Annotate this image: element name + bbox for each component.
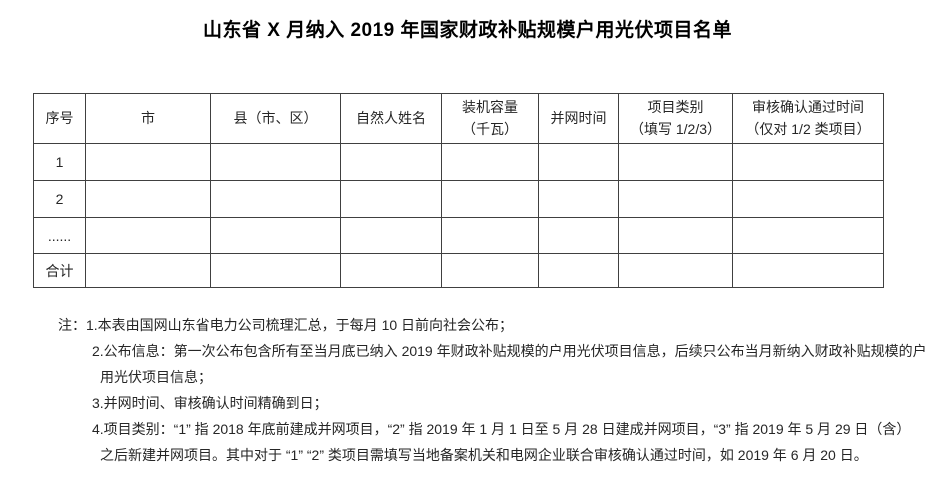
col-header-capacity: 装机容量 （千瓦）: [441, 93, 539, 144]
notes-section: 注：1.本表由国网山东省电力公司梳理汇总，于每月 10 日前向社会公布； 2.公…: [58, 312, 927, 468]
table-cell-empty: [340, 253, 442, 288]
table-cell-empty: [538, 180, 619, 218]
table-cell-empty: [618, 143, 733, 181]
table-row-total: 合计: [33, 253, 884, 288]
table-cell-empty: [85, 143, 211, 181]
col-header-county: 县（市、区）: [210, 93, 341, 144]
table-cell-empty: [441, 180, 539, 218]
pv-project-table: 序号 市 县（市、区） 自然人姓名 装机容量 （千瓦） 并网时间 项目类别 （填…: [33, 93, 884, 288]
table-cell-empty: [85, 253, 211, 288]
col-header-review-time: 审核确认通过时间 （仅对 1/2 类项目）: [732, 93, 884, 144]
col-header-category: 项目类别 （填写 1/2/3）: [618, 93, 733, 144]
table-header-row: 序号 市 县（市、区） 自然人姓名 装机容量 （千瓦） 并网时间 项目类别 （填…: [33, 93, 884, 144]
table-cell-empty: [618, 253, 733, 288]
row-label: ......: [33, 217, 86, 254]
table-cell-empty: [538, 143, 619, 181]
note-line-3: 3.并网时间、审核确认时间精确到日；: [92, 395, 328, 411]
table-cell-empty: [210, 217, 341, 254]
table-cell-empty: [538, 253, 619, 288]
table-cell-empty: [340, 143, 442, 181]
row-label: 合计: [33, 253, 86, 288]
table-cell-empty: [210, 253, 341, 288]
note-line-4-continued: 之后新建并网项目。其中对于 “1” “2” 类项目需填写当地备案机关和电网企业联…: [100, 447, 868, 463]
table-cell-empty: [618, 180, 733, 218]
table-cell-empty: [732, 180, 884, 218]
table-cell-empty: [441, 143, 539, 181]
row-label: 2: [33, 180, 86, 218]
col-header-city: 市: [85, 93, 211, 144]
table-cell-empty: [210, 143, 341, 181]
note-line-1: 注：1.本表由国网山东省电力公司梳理汇总，于每月 10 日前向社会公布；: [58, 317, 514, 333]
table-cell-empty: [441, 253, 539, 288]
table-cell-empty: [85, 217, 211, 254]
table-cell-empty: [538, 217, 619, 254]
table-cell-empty: [340, 217, 442, 254]
row-label: 1: [33, 143, 86, 181]
table-cell-empty: [85, 180, 211, 218]
table-cell-empty: [618, 217, 733, 254]
table-cell-empty: [732, 253, 884, 288]
col-header-grid-time: 并网时间: [538, 93, 619, 144]
table-cell-empty: [441, 217, 539, 254]
note-line-2-continued: 用光伏项目信息；: [100, 369, 212, 385]
col-header-seq: 序号: [33, 93, 86, 144]
table-cell-empty: [732, 217, 884, 254]
col-header-person-name: 自然人姓名: [340, 93, 442, 144]
page-title: 山东省 X 月纳入 2019 年国家财政补贴规模户用光伏项目名单: [202, 20, 733, 41]
table-cell-empty: [210, 180, 341, 218]
table-cell-empty: [732, 143, 884, 181]
note-line-2: 2.公布信息：第一次公布包含所有至当月底已纳入 2019 年财政补贴规模的户用光…: [92, 343, 927, 359]
note-line-4: 4.项目类别：“1” 指 2018 年底前建成并网项目，“2” 指 2019 年…: [92, 421, 911, 437]
table-cell-empty: [340, 180, 442, 218]
table-row-2: 2: [33, 180, 884, 218]
table-row-ellipsis: ......: [33, 217, 884, 254]
table-row-1: 1: [33, 143, 884, 181]
